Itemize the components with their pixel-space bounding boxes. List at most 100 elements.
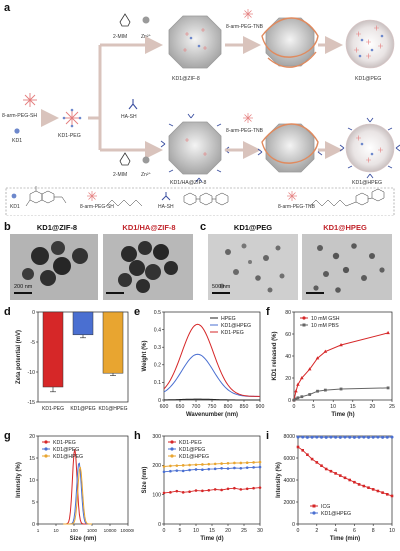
kd1-structure-drawing <box>25 186 67 207</box>
chart-i-point-1-9 <box>338 435 342 439</box>
kd1hpeg-particle-label: KD1@HPEG <box>352 180 382 186</box>
chart-h-point-0-6 <box>201 489 204 493</box>
chart-d-bar-1 <box>72 311 94 336</box>
chart-i-point-1-13 <box>357 435 361 439</box>
chart-i-point-1-1 <box>301 435 305 439</box>
chart-h-xtick-label-1: 5 <box>179 528 182 534</box>
zif8-crystal-bottom <box>160 113 230 183</box>
legend-hash-icon <box>161 192 171 201</box>
tem-b-right-scale-bar <box>106 292 124 294</box>
chart-i-legend-marker-1 <box>312 511 316 515</box>
chart-i-point-0-20 <box>390 494 394 498</box>
chart-g-series-2 <box>63 466 92 525</box>
chart-h-point-0-9 <box>220 488 223 492</box>
chart-f-xtick-label-3: 15 <box>350 404 356 410</box>
chart-i-point-0-9 <box>339 474 342 477</box>
chart-h-ytick-label-0: 0 <box>158 522 161 528</box>
chart-i-point-0-4 <box>315 461 319 464</box>
chart-i-point-0-18 <box>381 491 384 494</box>
chart-g-legend-marker-0 <box>44 440 48 444</box>
chart-i-point-0-11 <box>348 478 351 482</box>
tem-c-right-image <box>302 234 392 300</box>
tem-b-right-title: KD1/HA@ZIF-8 <box>122 223 176 232</box>
chart-h-series-1 <box>163 466 261 473</box>
zif8-top-label: KD1@ZIF-8 <box>172 76 200 82</box>
chart-h-point-1-2 <box>175 469 179 472</box>
chart-d-ylabel: Zeta potential (mV) <box>16 330 22 384</box>
chart-e-ytick-label-3: 0.3 <box>154 345 161 351</box>
chart-e-legend-label-2: KD1-PEG <box>221 330 244 336</box>
panel-letter-b: b <box>4 221 11 233</box>
chart-i-ytick-label-0: 0 <box>292 522 295 528</box>
chart-h-series-0 <box>163 487 261 494</box>
tem-b-left-particles <box>10 234 98 300</box>
chart-f-ytick-label-1: 20 <box>285 376 291 382</box>
chart-h-ytick-label-1: 100 <box>152 492 161 498</box>
top-2mim-icon <box>119 13 131 27</box>
bot-2mim-label: 2-MIM <box>113 172 127 178</box>
chart-f-point-1-3 <box>300 395 304 399</box>
top-2mim-label: 2-MIM <box>113 34 127 40</box>
chart-h-ytick-label-2: 200 <box>152 463 161 469</box>
panel-letter-i: i <box>266 430 270 442</box>
chart-h-legend-label-2: KD1@HPEG <box>179 454 209 460</box>
tem-b-left-image <box>10 234 98 300</box>
chart-e-absorbance: 0 0.1 0.2 0.3 0.4 0.5 600 650 700 750 800 850 900 Wav… <box>142 310 265 418</box>
chart-e-ytick-label-2: 0.2 <box>154 363 161 369</box>
chart-f-point-0-3 <box>300 376 304 380</box>
chart-g-ylabel: Intensity (%) <box>16 462 22 498</box>
hash-structure-drawing <box>183 192 229 206</box>
chart-f-point-0-4 <box>307 367 312 371</box>
chart-f-ytick-label-3: 60 <box>285 332 291 338</box>
chart-f-legend-label-1: 10 mM PBS <box>311 323 339 329</box>
kd1hpeg-particle <box>339 117 400 179</box>
chart-f-ytick-label-0: 0 <box>288 398 291 404</box>
chart-h-point-2-1 <box>169 464 172 468</box>
chart-d-ytick-label-0: 0 <box>32 310 35 316</box>
chart-h-point-0-12 <box>239 488 243 491</box>
tem-b-right-particles <box>103 234 193 300</box>
chart-h-point-0-4 <box>188 490 191 494</box>
chart-h-point-0-1 <box>169 491 172 494</box>
chart-i-ytick-label-2: 4000 <box>283 478 295 484</box>
chart-h-point-0-2 <box>175 489 179 493</box>
chart-e-xtick-label-6: 900 <box>256 404 265 410</box>
panel-letter-f: f <box>266 306 270 318</box>
chart-i-point-1-4 <box>315 435 319 439</box>
chart-f-legend-marker-0 <box>302 316 306 320</box>
chart-d-category-2: KD1@HPEG <box>99 406 128 412</box>
tem-c-left-scale-label: 500 nm <box>212 284 231 290</box>
chart-i-point-0-14 <box>362 484 366 488</box>
chart-i-point-1-16 <box>371 435 375 439</box>
chart-g-legend-label-1: KD1@PEG <box>53 447 79 453</box>
chart-g-xtick-label-0: 1 <box>37 528 40 533</box>
tem-c-right-particles <box>302 234 392 300</box>
panel-letter-a: a <box>4 2 11 14</box>
chart-i-point-0-6 <box>324 467 328 471</box>
chart-h-point-2-10 <box>226 461 230 465</box>
chart-h-point-2-12 <box>239 461 243 465</box>
chart-h-point-1-10 <box>226 467 230 470</box>
chart-i-point-1-10 <box>343 435 347 439</box>
chart-e-xtick-label-1: 650 <box>176 404 185 410</box>
zif8-bottom-label: KD1/HA@ZIF-8 <box>170 180 207 186</box>
chart-g-xtick-label-4: 10000 <box>104 528 117 533</box>
chart-h-point-2-11 <box>233 461 236 465</box>
chart-h-point-0-8 <box>213 488 217 491</box>
chart-i-point-1-3 <box>310 435 314 439</box>
chart-h-point-0-15 <box>258 486 262 489</box>
tem-b-right-image <box>103 234 193 300</box>
chart-f-point-0-5 <box>315 356 320 360</box>
chart-i-point-1-18 <box>381 435 385 439</box>
chart-i-point-1-2 <box>305 435 309 439</box>
chart-i-ylabel: Intensity (%) <box>276 462 282 498</box>
chart-f-ytick-label-4: 80 <box>285 310 291 316</box>
top-zn-label: Zn²⁺ <box>141 34 152 40</box>
tem-b-left-scale-bar <box>14 292 32 294</box>
chart-i-point-0-10 <box>343 476 347 480</box>
chart-i-point-1-5 <box>320 435 323 439</box>
chart-h-point-1-1 <box>169 469 172 473</box>
chart-f-xtick-label-1: 5 <box>312 404 315 410</box>
chart-h-point-2-15 <box>258 460 262 464</box>
chart-e-xlabel: Wavenumber (nm) <box>186 412 238 418</box>
